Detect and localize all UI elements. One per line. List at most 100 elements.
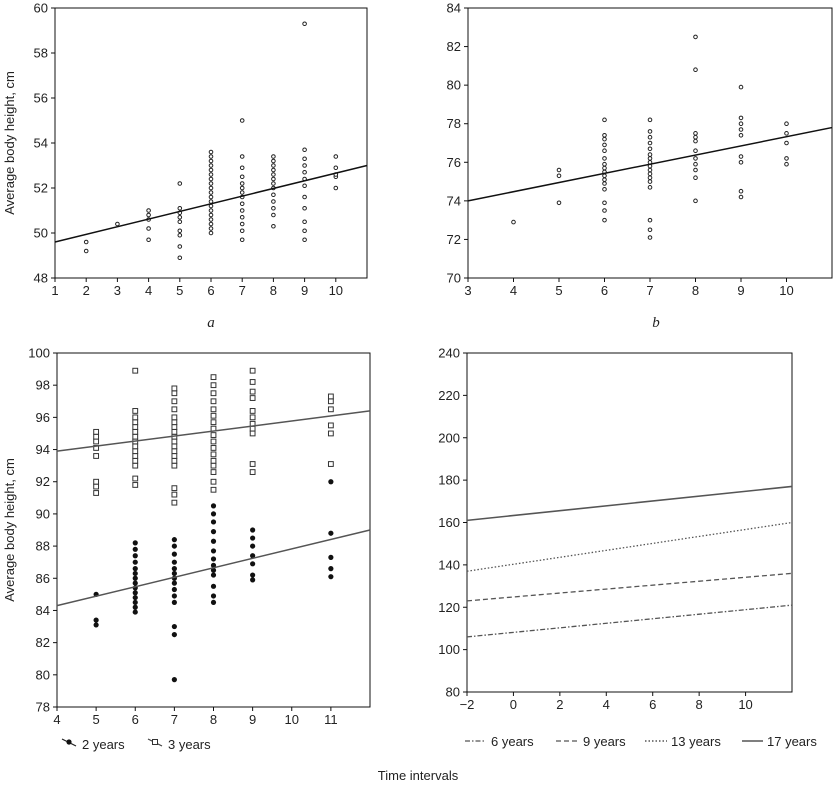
panel-c-point-2-years xyxy=(93,617,99,623)
panel-c-point-3-years xyxy=(171,457,178,464)
panel-c-point-3-years xyxy=(249,379,256,385)
panel-b-point-height xyxy=(602,156,607,161)
panel-b-point-height xyxy=(784,156,789,161)
panel-c-point-3-years xyxy=(132,482,139,488)
panel-c-x-tick-label: 5 xyxy=(93,712,100,727)
panel-c-point-2-years xyxy=(328,479,334,485)
panel-b-point-height xyxy=(602,165,607,171)
panel-a-point-height xyxy=(271,154,276,159)
panel-d-lines xyxy=(466,485,793,638)
panel-a-point-height xyxy=(208,185,214,191)
panel-c-point-3-years xyxy=(327,422,334,429)
panel-a-x-tick-label: 3 xyxy=(114,283,121,298)
panel-d-line-13-years xyxy=(466,521,793,572)
panel-a-point-height xyxy=(239,181,245,186)
panel-b-point-height xyxy=(647,171,653,177)
panel-c-point-3-years xyxy=(132,443,139,450)
panel-c-point-3-years xyxy=(249,469,256,475)
panel-b-point-height xyxy=(647,140,653,146)
panel-c-point-3-years xyxy=(210,486,217,493)
panel-a-point-height xyxy=(271,172,276,177)
panel-c-point-3-years xyxy=(171,485,178,492)
panel-c-point-3-years xyxy=(171,499,178,506)
panel-c-point-2-years xyxy=(171,580,177,586)
panel-a-point-height xyxy=(146,208,151,213)
panel-c-point-2-years xyxy=(328,554,334,560)
panel-b-y-tick-label: 70 xyxy=(447,271,461,286)
panel-c-point-3-years xyxy=(249,408,256,414)
panel-c-point-2-years xyxy=(250,572,256,578)
panel-c-point-3-years xyxy=(210,438,217,445)
panel-a-y-tick-label: 48 xyxy=(34,271,48,286)
panel-d-y-tick-label: 160 xyxy=(438,515,460,530)
panel-c-point-3-years xyxy=(171,385,178,392)
panel-b-point-height xyxy=(784,131,789,136)
panel-d-line-6-years xyxy=(466,604,793,638)
panel-c-point-2-years xyxy=(132,546,138,552)
legend-3-years-label: 3 years xyxy=(168,737,211,752)
panel-d-y-tick-label: 120 xyxy=(438,600,460,615)
panel-c-point-3-years xyxy=(249,388,256,395)
panel-a-point-height xyxy=(302,147,307,153)
panel-a-point-height xyxy=(208,190,214,195)
panel-a-point-height xyxy=(333,165,339,171)
panel-a-point-height xyxy=(177,244,183,249)
panel-c-point-2-years xyxy=(171,631,177,638)
panel-d-x-tick-label: 2 xyxy=(556,697,563,712)
panel-c-point-2-years xyxy=(171,599,177,606)
panel-b-point-height xyxy=(602,136,607,142)
panel-c-point-3-years xyxy=(132,433,139,440)
panel-c-x-tick-label: 10 xyxy=(285,712,299,727)
panel-b-point-height xyxy=(647,117,653,123)
panel-c-point-3-years xyxy=(132,428,139,435)
panel-a-point-height xyxy=(302,194,307,200)
panel-c-point-3-years xyxy=(132,457,139,464)
panel-c-point-2-years xyxy=(210,538,217,544)
panel-c-point-2-years xyxy=(171,537,177,543)
panel-a-point-height xyxy=(271,167,276,173)
panel-b-point-height xyxy=(647,179,653,184)
panel-b-point-height xyxy=(738,188,744,194)
panel-b-point-height xyxy=(602,186,607,192)
panel-c-point-3-years xyxy=(210,462,217,469)
panel-a-point-height xyxy=(239,190,245,195)
panel-a-x-tick-label: 10 xyxy=(329,283,343,298)
panel-c-point-2-years xyxy=(210,593,217,599)
panel-a-point-height xyxy=(208,176,214,182)
panel-c-point-3-years xyxy=(132,367,139,374)
panel-c-point-2-years xyxy=(132,570,138,577)
panel-a-x-tick-label: 5 xyxy=(176,283,183,298)
panel-c-point-3-years xyxy=(171,406,178,413)
panel-d-y-tick-label: 240 xyxy=(438,346,460,361)
panel-a-point-height xyxy=(302,163,307,168)
panel-c-point-3-years xyxy=(171,438,178,445)
panel-b-point-height xyxy=(602,148,607,154)
panel-c-point-3-years xyxy=(132,462,139,469)
panel-b-y-tick-label: 72 xyxy=(447,232,461,247)
panel-d: −2 0 2 4 6 8 10 80 100 120 140 160 180 200 220 240 6 ye… xyxy=(438,346,817,750)
panel-c-point-3-years xyxy=(171,424,178,430)
panel-a-y-tick-label: 50 xyxy=(34,226,48,241)
panel-c-point-2-years xyxy=(132,580,138,586)
panel-a-point-height xyxy=(239,185,245,191)
panel-b-point-height xyxy=(738,194,744,200)
panel-c-point-3-years xyxy=(210,478,217,485)
panel-c-y-tick-label: 86 xyxy=(36,571,50,586)
panel-c-point-3-years xyxy=(210,374,217,381)
panel-b-points xyxy=(511,34,789,240)
panel-c-x-tick-label: 4 xyxy=(53,712,60,727)
panel-c-y-tick-label: 82 xyxy=(36,635,50,650)
panel-a-point-height xyxy=(239,214,245,220)
panel-c-point-3-years xyxy=(132,448,139,455)
panel-a-point-height xyxy=(333,154,339,159)
panel-a-point-height xyxy=(208,167,214,173)
panel-c-point-3-years xyxy=(93,433,100,440)
panel-a-point-height xyxy=(239,201,245,207)
panel-a-point-height xyxy=(83,248,89,254)
panel-a-point-height xyxy=(239,165,245,171)
panel-a-point-height xyxy=(208,149,214,155)
panel-c-point-3-years xyxy=(249,395,256,401)
panel-a-point-height xyxy=(208,212,214,218)
